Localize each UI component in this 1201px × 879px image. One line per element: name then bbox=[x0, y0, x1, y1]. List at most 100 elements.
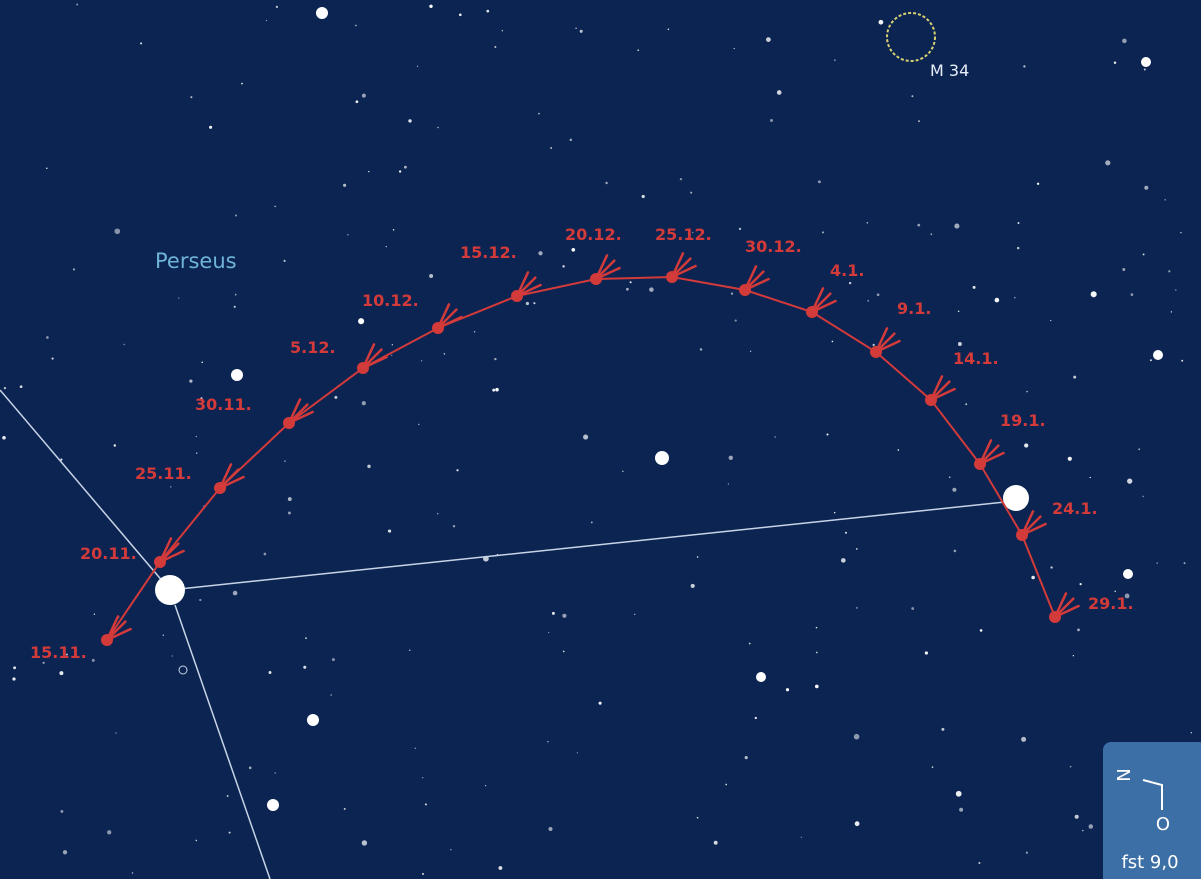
star bbox=[274, 772, 276, 774]
star bbox=[754, 716, 757, 720]
star bbox=[579, 29, 583, 33]
star bbox=[848, 281, 852, 285]
star bbox=[232, 590, 238, 596]
star bbox=[195, 839, 198, 842]
star bbox=[931, 766, 934, 768]
star bbox=[948, 476, 951, 479]
star bbox=[622, 470, 624, 472]
star bbox=[1141, 57, 1151, 67]
star bbox=[569, 138, 573, 142]
date-label: 15.11. bbox=[30, 643, 87, 662]
star bbox=[46, 336, 49, 339]
star bbox=[867, 299, 870, 302]
star bbox=[1164, 198, 1167, 201]
star bbox=[274, 205, 276, 208]
star bbox=[1123, 569, 1133, 579]
star bbox=[13, 666, 17, 670]
comet-head bbox=[806, 306, 818, 318]
star bbox=[443, 353, 446, 355]
star bbox=[190, 96, 193, 99]
star bbox=[911, 95, 914, 98]
star bbox=[550, 147, 552, 149]
star bbox=[3, 386, 7, 390]
star bbox=[853, 733, 860, 740]
star bbox=[583, 434, 589, 440]
star bbox=[1089, 476, 1091, 479]
star bbox=[525, 301, 530, 306]
star bbox=[452, 524, 456, 528]
compass-arrow bbox=[1142, 779, 1163, 810]
star bbox=[959, 807, 964, 812]
star bbox=[748, 642, 751, 645]
comet-track bbox=[106, 275, 1056, 641]
star bbox=[42, 661, 45, 664]
star bbox=[331, 658, 335, 662]
star bbox=[1003, 485, 1029, 511]
star bbox=[107, 830, 112, 835]
star bbox=[690, 583, 695, 588]
star bbox=[626, 287, 629, 291]
star bbox=[1036, 182, 1040, 185]
date-label: 25.11. bbox=[135, 464, 192, 483]
star bbox=[284, 460, 286, 462]
star bbox=[358, 318, 365, 325]
north-label: N bbox=[1114, 768, 1135, 781]
star bbox=[590, 521, 593, 524]
star bbox=[978, 861, 981, 865]
compass-panel: N O fst 9,0 bbox=[1103, 742, 1201, 879]
star bbox=[334, 395, 338, 399]
star bbox=[422, 872, 424, 875]
star bbox=[409, 649, 411, 651]
star bbox=[941, 727, 945, 731]
star bbox=[2, 436, 6, 440]
star bbox=[725, 783, 728, 786]
star bbox=[60, 458, 63, 461]
bright-stars bbox=[155, 7, 1163, 811]
star bbox=[1073, 375, 1077, 379]
star bbox=[1142, 495, 1144, 498]
comet-head bbox=[666, 271, 678, 283]
comet-head bbox=[432, 322, 444, 334]
comet-head bbox=[357, 362, 369, 374]
star bbox=[234, 293, 237, 296]
star bbox=[495, 387, 499, 392]
star bbox=[734, 319, 737, 322]
date-label: 25.12. bbox=[655, 225, 712, 244]
star bbox=[1023, 65, 1026, 68]
cluster-marker bbox=[886, 12, 936, 62]
star bbox=[844, 531, 848, 534]
star bbox=[641, 194, 645, 199]
star bbox=[1190, 732, 1192, 734]
star bbox=[355, 24, 357, 27]
star bbox=[817, 180, 821, 184]
star bbox=[436, 512, 439, 515]
star bbox=[1069, 765, 1072, 768]
star bbox=[598, 701, 602, 705]
star bbox=[1114, 590, 1116, 593]
star bbox=[738, 227, 742, 231]
constellation-line bbox=[0, 389, 171, 591]
star bbox=[831, 340, 834, 343]
star bbox=[316, 7, 328, 19]
star bbox=[727, 483, 730, 485]
star bbox=[1050, 319, 1052, 322]
star bbox=[548, 826, 553, 832]
star bbox=[855, 547, 858, 550]
star bbox=[199, 598, 202, 602]
star bbox=[429, 274, 434, 278]
star bbox=[979, 629, 983, 632]
star bbox=[283, 259, 286, 262]
galaxy-marker bbox=[178, 665, 188, 675]
east-label: O bbox=[1156, 814, 1170, 835]
constellation-line bbox=[169, 501, 1006, 591]
star bbox=[834, 59, 836, 61]
star bbox=[162, 634, 165, 636]
star bbox=[355, 100, 359, 104]
star bbox=[473, 331, 476, 333]
star bbox=[538, 112, 540, 115]
constellation-line bbox=[174, 604, 271, 879]
star bbox=[1144, 185, 1149, 190]
star bbox=[1090, 291, 1097, 298]
